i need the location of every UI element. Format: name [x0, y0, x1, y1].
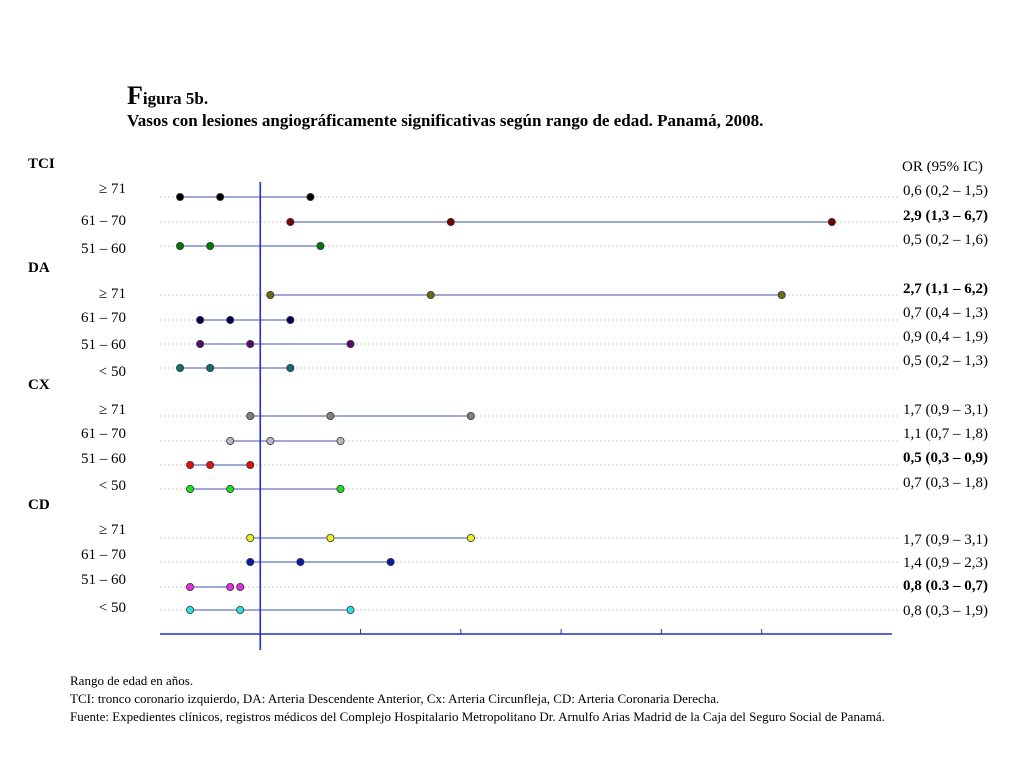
- ci-low-point: [186, 460, 195, 469]
- ci-high-point: [226, 583, 235, 592]
- or-value-text: 0,8 (0,3 – 1,9): [903, 603, 988, 619]
- footnotes: Rango de edad en años. TCI: tronco coron…: [70, 672, 885, 726]
- or-value-text: 0,5 (0,3 – 0,9): [903, 450, 988, 466]
- or-value-text: 1,4 (0,9 – 2,3): [903, 555, 988, 571]
- or-value-text: 0,5 (0,2 – 1,6): [903, 232, 988, 248]
- footnote-age: Rango de edad en años.: [70, 673, 194, 688]
- or-point: [426, 290, 435, 299]
- row-label: 51 – 60: [81, 572, 126, 588]
- group-label-cd: CD: [28, 497, 50, 513]
- ci-low-point: [246, 534, 255, 543]
- ci-low-point: [246, 558, 255, 567]
- ci-high-point: [346, 339, 355, 348]
- ci-high-point: [827, 217, 836, 226]
- row-label: ≥ 71: [99, 286, 126, 302]
- or-value-text: 1,7 (0,9 – 3,1): [903, 402, 988, 418]
- ci-low-point: [286, 217, 295, 226]
- or-value-text: 0,8 (0.3 – 0,7): [903, 578, 988, 594]
- or-point: [246, 339, 255, 348]
- row-label: ≥ 71: [99, 181, 126, 197]
- row-label: < 50: [99, 478, 126, 494]
- ci-high-point: [306, 192, 315, 201]
- ci-high-point: [386, 558, 395, 567]
- ci-low-point: [196, 339, 205, 348]
- footnote-abbreviations: TCI: tronco coronario izquierdo, DA: Art…: [70, 691, 720, 706]
- row-label: 51 – 60: [81, 337, 126, 353]
- ci-low-point: [186, 484, 195, 493]
- or-value-text: 0,7 (0,4 – 1,3): [903, 305, 988, 321]
- ci-high-point: [336, 436, 345, 445]
- or-point: [226, 484, 235, 493]
- ci-high-point: [316, 241, 325, 250]
- ci-high-point: [246, 460, 255, 469]
- or-value-text: 2,7 (1,1 – 6,2): [903, 281, 988, 297]
- row-label: 61 – 70: [81, 426, 126, 442]
- title-block: Figura 5b. Vasos con lesiones angiográfi…: [127, 83, 764, 132]
- or-value-text: 0,5 (0,2 – 1,3): [903, 353, 988, 369]
- ci-low-point: [176, 241, 185, 250]
- or-point: [226, 315, 235, 324]
- ci-low-point: [176, 192, 185, 201]
- row-label: 61 – 70: [81, 310, 126, 326]
- or-value-text: 1,7 (0,9 – 3,1): [903, 532, 988, 548]
- or-value-text: 0,9 (0,4 – 1,9): [903, 329, 988, 345]
- or-point: [236, 606, 245, 615]
- group-label-cx: CX: [28, 377, 50, 393]
- ci-high-point: [777, 290, 786, 299]
- chart-title: Vasos con lesiones angiográficamente sig…: [127, 111, 764, 130]
- forest-plot: OR (95% IC) TCI ≥ 71 0,6 (0,2 – 1,5) 61 – 70…: [28, 156, 988, 650]
- or-point: [206, 363, 215, 372]
- or-point: [446, 217, 455, 226]
- or-point: [206, 460, 215, 469]
- ci-high-point: [466, 411, 475, 420]
- ci-high-point: [286, 315, 295, 324]
- figure-label-rest: igura 5b.: [142, 89, 209, 108]
- or-value-text: 2,9 (1,3 – 6,7): [903, 208, 988, 224]
- ci-low-point: [186, 583, 195, 592]
- row-label: < 50: [99, 600, 126, 616]
- or-point: [326, 534, 335, 543]
- row-label: ≥ 71: [99, 522, 126, 538]
- ci-high-point: [286, 363, 295, 372]
- or-point: [236, 583, 245, 592]
- or-value-text: 1,1 (0,7 – 1,8): [903, 426, 988, 442]
- or-column-header: OR (95% IC): [902, 159, 983, 175]
- group-label-da: DA: [28, 260, 50, 276]
- group-label-tci: TCI: [28, 156, 55, 172]
- or-point: [206, 241, 215, 250]
- ci-high-point: [336, 484, 345, 493]
- or-value-text: 0,6 (0,2 – 1,5): [903, 183, 988, 199]
- row-label: ≥ 71: [99, 402, 126, 418]
- ci-low-point: [266, 290, 275, 299]
- row-label: < 50: [99, 364, 126, 380]
- row-label: 61 – 70: [81, 213, 126, 229]
- ci-low-point: [246, 411, 255, 420]
- or-value-text: 0,7 (0,3 – 1,8): [903, 475, 988, 491]
- or-point: [296, 558, 305, 567]
- row-label: 51 – 60: [81, 451, 126, 467]
- ci-high-point: [346, 606, 355, 615]
- ci-high-point: [466, 534, 475, 543]
- or-point: [326, 411, 335, 420]
- or-point: [216, 192, 225, 201]
- ci-low-point: [176, 363, 185, 372]
- footnote-source: Fuente: Expedientes clínicos, registros …: [70, 709, 885, 724]
- or-point: [266, 436, 275, 445]
- ci-low-point: [226, 436, 235, 445]
- figure-label-initial: F: [127, 81, 143, 110]
- row-label: 61 – 70: [81, 547, 126, 563]
- row-label: 51 – 60: [81, 241, 126, 257]
- figure-label: Figura 5b.: [127, 83, 763, 109]
- ci-low-point: [186, 606, 195, 615]
- ci-low-point: [196, 315, 205, 324]
